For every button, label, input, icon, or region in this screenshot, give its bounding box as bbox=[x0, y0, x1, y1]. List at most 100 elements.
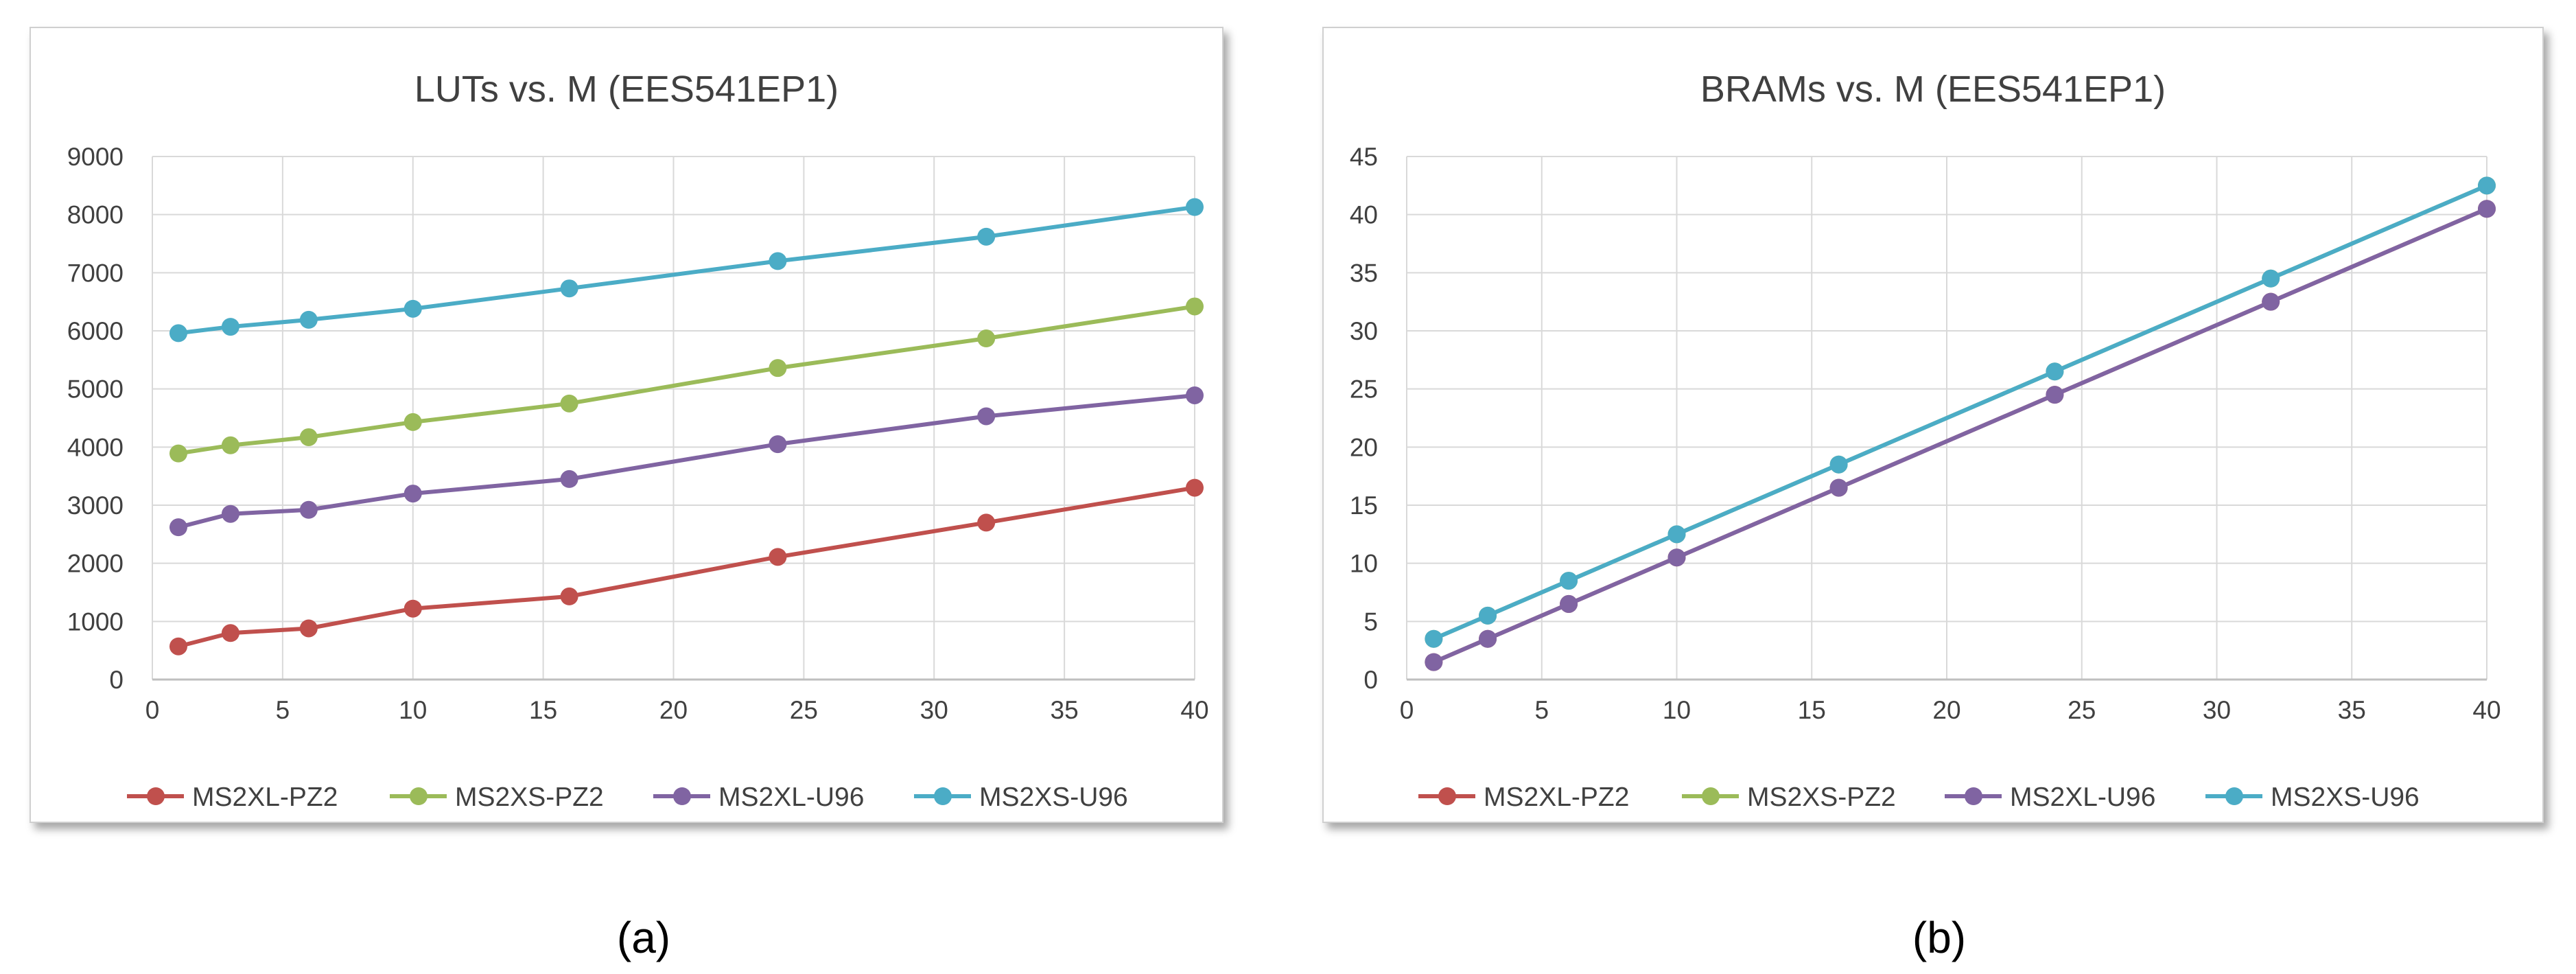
series-ms2xl-pz2 bbox=[169, 478, 1204, 656]
data-point bbox=[769, 359, 787, 378]
data-point bbox=[169, 444, 187, 463]
y-tick-label: 0 bbox=[1363, 666, 1378, 694]
data-point bbox=[1425, 653, 1443, 671]
x-tick-label: 25 bbox=[790, 696, 818, 724]
data-point bbox=[1425, 629, 1443, 648]
data-point bbox=[2046, 386, 2064, 404]
x-tick-label: 35 bbox=[2338, 696, 2366, 724]
data-point bbox=[560, 469, 578, 488]
y-tick-label: 25 bbox=[1350, 375, 1378, 404]
data-point bbox=[769, 548, 787, 566]
data-point bbox=[769, 252, 787, 270]
y-tick-label: 5000 bbox=[67, 375, 124, 404]
x-tick-label: 0 bbox=[145, 696, 160, 724]
chart-a: LUTs vs. M (EES541EP1) 0 1000 2000 3000 4000 5… bbox=[30, 27, 1223, 823]
data-point bbox=[403, 299, 422, 318]
legend-item: MS2XL-PZ2 bbox=[127, 782, 338, 812]
y-tick-label: 5 bbox=[1363, 607, 1378, 636]
y-tick-label: 2000 bbox=[67, 550, 124, 578]
data-point bbox=[403, 485, 422, 503]
data-point bbox=[1186, 198, 1204, 216]
chart-title: BRAMs vs. M (EES541EP1) bbox=[1700, 69, 2166, 110]
legend-item: MS2XL-PZ2 bbox=[1418, 782, 1629, 812]
data-point bbox=[1186, 478, 1204, 497]
data-point bbox=[560, 279, 578, 298]
series-ms2xs-u96 bbox=[1425, 176, 2496, 648]
data-point bbox=[169, 324, 187, 343]
legend-item: MS2XS-U96 bbox=[914, 782, 1128, 812]
x-tick-label: 30 bbox=[2203, 696, 2231, 724]
data-point bbox=[1667, 525, 1686, 544]
data-point bbox=[221, 436, 239, 454]
data-point bbox=[1479, 629, 1497, 648]
data-point bbox=[1667, 548, 1686, 567]
y-tick-label: 3000 bbox=[67, 491, 124, 520]
series-ms2xl-u96 bbox=[1425, 200, 2496, 671]
legend-label: MS2XS-U96 bbox=[2271, 782, 2420, 812]
legend-marker bbox=[1965, 787, 1982, 805]
data-point bbox=[221, 624, 239, 642]
x-tick-label: 20 bbox=[1932, 696, 1960, 724]
data-point bbox=[2262, 269, 2280, 288]
data-point bbox=[221, 505, 239, 523]
series-ms2xs-u96 bbox=[169, 198, 1204, 343]
data-point bbox=[2046, 362, 2064, 381]
data-point bbox=[1560, 594, 1578, 613]
y-tick-label: 45 bbox=[1350, 143, 1378, 171]
x-tick-label: 10 bbox=[1663, 696, 1691, 724]
data-point bbox=[977, 513, 996, 532]
data-point bbox=[1829, 455, 1848, 474]
data-point bbox=[1479, 606, 1497, 625]
series-line bbox=[1433, 207, 2488, 664]
data-point bbox=[977, 329, 996, 348]
legend: MS2XL-PZ2 MS2XS-PZ2 MS2XL-U96 MS2XS-U96 bbox=[1418, 782, 2420, 812]
x-tick-label: 5 bbox=[276, 696, 290, 724]
y-tick-label: 7000 bbox=[67, 259, 124, 287]
data-point bbox=[169, 518, 187, 537]
legend-item: MS2XS-PZ2 bbox=[390, 782, 604, 812]
legend-marker bbox=[1702, 787, 1720, 805]
legend-item: MS2XL-U96 bbox=[653, 782, 864, 812]
data-point bbox=[2262, 292, 2280, 311]
x-tick-label: 40 bbox=[1180, 696, 1208, 724]
data-point bbox=[1186, 386, 1204, 404]
data-point bbox=[299, 500, 318, 519]
legend-label: MS2XL-PZ2 bbox=[1484, 782, 1629, 812]
series-line bbox=[178, 485, 1195, 649]
data-point bbox=[977, 407, 996, 426]
data-point bbox=[977, 227, 996, 246]
chart-caption: (a) bbox=[617, 913, 670, 962]
legend-label: MS2XL-U96 bbox=[2010, 782, 2155, 812]
data-point bbox=[2478, 176, 2496, 195]
x-tick-label: 35 bbox=[1051, 696, 1079, 724]
data-point bbox=[403, 599, 422, 618]
legend-item: MS2XS-U96 bbox=[2205, 782, 2420, 812]
y-tick-label: 15 bbox=[1350, 491, 1378, 520]
x-tick-label: 10 bbox=[399, 696, 427, 724]
data-point bbox=[1560, 572, 1578, 590]
series-line bbox=[178, 205, 1195, 336]
legend-marker bbox=[2225, 787, 2243, 805]
x-tick-label: 25 bbox=[2068, 696, 2096, 724]
series-line bbox=[178, 304, 1195, 456]
data-point bbox=[169, 637, 187, 656]
x-tick-label: 40 bbox=[2472, 696, 2501, 724]
legend-marker bbox=[1438, 787, 1456, 805]
series-line bbox=[178, 393, 1195, 530]
x-tick-label: 20 bbox=[659, 696, 688, 724]
y-tick-label: 40 bbox=[1350, 201, 1378, 229]
data-point bbox=[299, 310, 318, 329]
legend: MS2XL-PZ2 MS2XS-PZ2 MS2XL-U96 MS2XS-U96 bbox=[127, 782, 1128, 812]
y-tick-label: 9000 bbox=[67, 143, 124, 171]
x-tick-label: 30 bbox=[920, 696, 948, 724]
legend-marker bbox=[410, 787, 428, 805]
legend-item: MS2XS-PZ2 bbox=[1682, 782, 1896, 812]
x-tick-label: 5 bbox=[1534, 696, 1549, 724]
data-point bbox=[769, 435, 787, 454]
y-tick-label: 0 bbox=[109, 666, 124, 694]
legend-label: MS2XL-PZ2 bbox=[192, 782, 338, 812]
data-point bbox=[1186, 297, 1204, 316]
y-tick-label: 4000 bbox=[67, 433, 124, 461]
y-tick-label: 30 bbox=[1350, 317, 1378, 345]
